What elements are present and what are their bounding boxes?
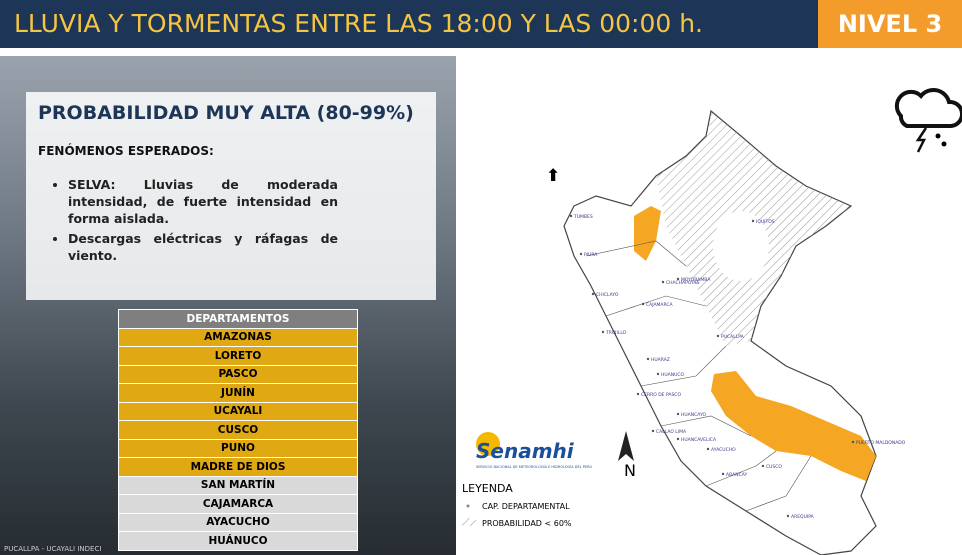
department-cell: SAN MARTÍN — [119, 476, 358, 495]
bullet-list: SELVA: Lluvias de moderada intensidad, d… — [56, 176, 338, 267]
city-label: ABANCAY — [726, 472, 747, 478]
table-row: MADRE DE DIOS — [119, 458, 358, 477]
table-row: PASCO — [119, 365, 358, 384]
city-marker — [677, 278, 679, 280]
table-row: LORETO — [119, 347, 358, 366]
photo-credit: PUCALLPA - UCAYALI INDECI — [4, 545, 101, 553]
map: ⬆ N Senamhi SERVICIO NACIONAL DE METEORO… — [456, 56, 962, 555]
city-marker — [637, 393, 639, 395]
department-cell: PUNO — [119, 439, 358, 458]
city-marker — [647, 358, 649, 360]
table-row: CAJAMARCA — [119, 495, 358, 514]
city-marker — [662, 281, 664, 283]
department-cell: HUÁNUCO — [119, 532, 358, 551]
city-marker — [852, 441, 854, 443]
table-row: AYACUCHO — [119, 513, 358, 532]
city-label: CALLAO LIMA — [656, 429, 687, 435]
legend-title: LEYENDA — [462, 482, 513, 495]
city-marker — [657, 373, 659, 375]
level-badge: NIVEL 3 — [818, 0, 962, 48]
city-label: PUERTO MALDONADO — [856, 440, 906, 446]
city-label: HUANCAVELICA — [681, 437, 717, 443]
city-label: CHICLAYO — [596, 292, 619, 298]
city-label: AREQUIPA — [791, 514, 815, 520]
city-marker — [717, 335, 719, 337]
department-cell: PASCO — [119, 365, 358, 384]
bullet: SELVA: Lluvias de moderada intensidad, d… — [68, 176, 338, 227]
department-cell: CAJAMARCA — [119, 495, 358, 514]
table-header: DEPARTAMENTOS — [119, 310, 358, 329]
legend-symbol — [462, 518, 476, 526]
city-label: HUANUCO — [661, 372, 685, 378]
city-label: AYACUCHO — [711, 447, 736, 453]
phenomena-label: FENÓMENOS ESPERADOS: — [38, 144, 214, 158]
department-cell: UCAYALI — [119, 402, 358, 421]
info-panel: PROBABILIDAD MUY ALTA (80-99%) FENÓMENOS… — [26, 92, 436, 300]
city-label: HUANCAYO — [681, 412, 706, 418]
city-label: CUSCO — [766, 464, 782, 470]
city-marker — [580, 253, 582, 255]
north-arrow: ⬆ — [546, 166, 560, 186]
legend-item: PROBABILIDAD < 60% — [482, 519, 572, 528]
table-row: HUÁNUCO — [119, 532, 358, 551]
city-label: CAJAMARCA — [646, 302, 674, 308]
weather-icon — [897, 90, 962, 152]
slide: LLUVIA Y TORMENTAS ENTRE LAS 18:00 Y LAS… — [0, 0, 962, 555]
department-cell: AMAZONAS — [119, 328, 358, 347]
north-label: N — [624, 461, 636, 480]
city-marker — [570, 215, 572, 217]
city-marker — [652, 430, 654, 432]
city-marker — [762, 465, 764, 467]
table-row: UCAYALI — [119, 402, 358, 421]
logo-subtext: SERVICIO NACIONAL DE METEOROLOGÍA E HIDR… — [476, 464, 592, 469]
bullet: Descargas eléctricas y ráfagas de viento… — [68, 230, 338, 264]
city-label: PIURA — [584, 252, 598, 258]
city-marker — [602, 331, 604, 333]
legend-item: CAP. DEPARTAMENTAL — [482, 502, 570, 511]
city-marker — [787, 515, 789, 517]
table-row: PUNO — [119, 439, 358, 458]
city-label: TRUJILLO — [605, 330, 627, 336]
city-label: HUARAZ — [651, 357, 670, 363]
table-row: SAN MARTÍN — [119, 476, 358, 495]
table-row: AMAZONAS — [119, 328, 358, 347]
city-label: IQUITOS — [756, 219, 775, 225]
probability-heading: PROBABILIDAD MUY ALTA (80-99%) — [38, 102, 414, 124]
city-marker — [722, 473, 724, 475]
north-arrow — [618, 431, 634, 461]
logo-text: Senamhi — [476, 439, 575, 463]
city-marker — [677, 438, 679, 440]
header-title: LLUVIA Y TORMENTAS ENTRE LAS 18:00 Y LAS… — [0, 0, 818, 48]
city-marker — [677, 413, 679, 415]
city-label: CERRO DE PASCO — [641, 392, 681, 398]
table-row: JUNÍN — [119, 384, 358, 403]
department-cell: MADRE DE DIOS — [119, 458, 358, 477]
city-label: TUMBES — [573, 214, 593, 220]
department-cell: AYACUCHO — [119, 513, 358, 532]
city-marker — [707, 448, 709, 450]
city-label: PUCALLPA — [721, 334, 745, 340]
city-label: MOYOBAMBA — [681, 277, 711, 283]
city-marker — [592, 293, 594, 295]
department-cell: CUSCO — [119, 421, 358, 440]
city-marker — [642, 303, 644, 305]
legend-symbol — [467, 505, 470, 508]
department-cell: LORETO — [119, 347, 358, 366]
department-cell: JUNÍN — [119, 384, 358, 403]
table-row: CUSCO — [119, 421, 358, 440]
city-marker — [752, 220, 754, 222]
